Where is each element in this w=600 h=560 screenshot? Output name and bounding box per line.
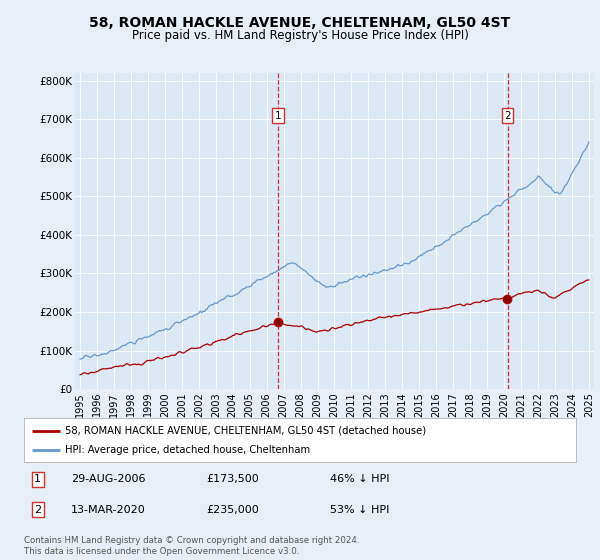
Text: 2: 2 <box>34 505 41 515</box>
Text: 13-MAR-2020: 13-MAR-2020 <box>71 505 146 515</box>
Text: Price paid vs. HM Land Registry's House Price Index (HPI): Price paid vs. HM Land Registry's House … <box>131 29 469 42</box>
Text: 1: 1 <box>275 110 281 120</box>
Text: £173,500: £173,500 <box>206 474 259 484</box>
Text: £235,000: £235,000 <box>206 505 259 515</box>
Text: 29-AUG-2006: 29-AUG-2006 <box>71 474 145 484</box>
Text: 58, ROMAN HACKLE AVENUE, CHELTENHAM, GL50 4ST (detached house): 58, ROMAN HACKLE AVENUE, CHELTENHAM, GL5… <box>65 426 427 436</box>
Text: 46% ↓ HPI: 46% ↓ HPI <box>331 474 390 484</box>
Text: 2: 2 <box>504 110 511 120</box>
Text: 58, ROMAN HACKLE AVENUE, CHELTENHAM, GL50 4ST: 58, ROMAN HACKLE AVENUE, CHELTENHAM, GL5… <box>89 16 511 30</box>
Text: Contains HM Land Registry data © Crown copyright and database right 2024.
This d: Contains HM Land Registry data © Crown c… <box>24 536 359 556</box>
Text: 53% ↓ HPI: 53% ↓ HPI <box>331 505 390 515</box>
Text: 1: 1 <box>34 474 41 484</box>
Text: HPI: Average price, detached house, Cheltenham: HPI: Average price, detached house, Chel… <box>65 445 311 455</box>
